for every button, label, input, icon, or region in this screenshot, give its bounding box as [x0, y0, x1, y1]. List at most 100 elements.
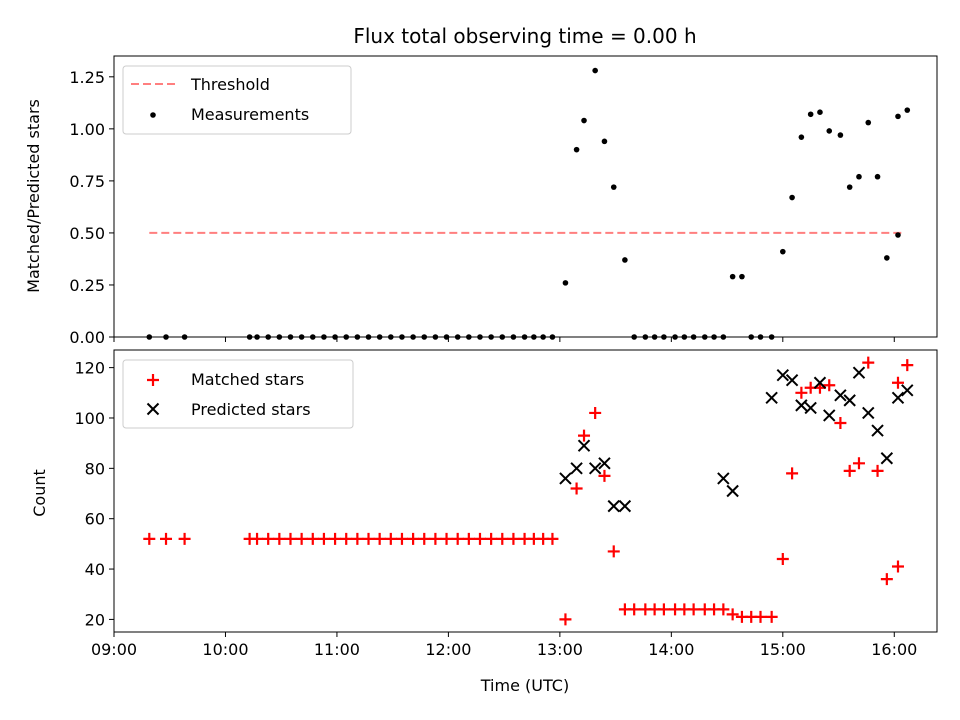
lower-y-tick-label: 120	[74, 359, 105, 378]
matched-star-point	[451, 532, 464, 545]
legend-threshold-label: Threshold	[190, 75, 270, 94]
predicted-star-point	[146, 402, 160, 416]
measurement-point	[592, 67, 598, 74]
matched-star-point	[485, 532, 498, 545]
predicted-star-point	[880, 452, 894, 465]
measurement-point	[573, 146, 580, 153]
predicted-star-point	[607, 499, 620, 513]
measurement-point	[298, 334, 305, 340]
matched-star-point	[429, 532, 442, 545]
matched-star-point	[418, 532, 431, 545]
measurement-point	[826, 128, 833, 134]
matched-star-point	[395, 532, 408, 545]
matched-star-point	[717, 603, 730, 616]
matched-star-point	[607, 545, 620, 558]
matched-star-point	[262, 532, 275, 545]
measurement-point	[421, 334, 428, 340]
matched-star-point	[843, 464, 856, 477]
predicted-star-point	[862, 406, 875, 420]
matched-star-point	[687, 603, 700, 616]
legend-matched-label: Matched stars	[191, 370, 304, 389]
matched-star-point	[871, 464, 884, 477]
measurement-point	[895, 113, 901, 120]
matched-star-point	[462, 532, 475, 545]
matched-star-point	[143, 532, 156, 545]
matched-star-point	[373, 532, 386, 545]
measurement-point	[410, 334, 416, 340]
measurement-point	[146, 334, 153, 340]
predicted-star-point	[618, 499, 632, 513]
matched-star-point	[559, 613, 572, 626]
measurement-point	[376, 334, 383, 340]
measurement-point	[343, 334, 350, 340]
matched-star-point	[862, 356, 875, 369]
measurement-point	[739, 273, 745, 280]
upper-legend: Threshold Measurements	[122, 65, 352, 135]
measurement-point	[748, 334, 755, 340]
matched-star-point	[507, 532, 520, 545]
measurement-point	[399, 334, 405, 340]
measurement-point	[510, 334, 517, 340]
predicted-star-point	[823, 409, 836, 422]
matched-star-point	[147, 374, 159, 386]
predicted-star-point	[804, 401, 817, 415]
measurement-point	[837, 132, 844, 138]
measurement-point	[622, 257, 628, 263]
measurement-point	[789, 194, 795, 201]
matched-star-point	[657, 603, 670, 616]
predicted-star-point	[813, 376, 827, 389]
matched-star-point	[891, 560, 904, 573]
measurement-point	[651, 334, 658, 340]
matched-star-point	[546, 532, 559, 545]
measurement-point	[332, 334, 338, 340]
matched-star-point	[891, 376, 904, 389]
lower-y-tick-label: 100	[74, 409, 105, 428]
measurement-point	[499, 334, 506, 340]
matched-star-point	[317, 532, 330, 545]
matched-star-point	[765, 610, 778, 623]
x-axis-label: Time (UTC)	[480, 676, 569, 695]
upper-y-tick-label: 0.50	[69, 224, 105, 243]
measurement-point	[904, 107, 911, 113]
matched-star-point	[786, 467, 799, 480]
matched-star-point	[496, 532, 509, 545]
measurement-point	[276, 334, 283, 340]
predicted-star-point	[776, 368, 790, 382]
measurement-point	[672, 334, 678, 340]
lower-panel: 09:00 10:00 11:00 12:00 13:00 14:00 15:00 16:00…	[74, 349, 938, 659]
legend-measurement-label: Measurements	[191, 105, 309, 124]
measurement-point	[690, 334, 697, 340]
measurement-point	[768, 334, 775, 340]
predicted-star-point	[726, 484, 739, 498]
measurement-point	[895, 232, 901, 238]
matched-star-point	[589, 406, 602, 419]
measurement-point	[661, 334, 667, 340]
predicted-star-point	[559, 472, 572, 485]
measurement-point	[610, 184, 617, 190]
matched-star-point	[273, 532, 286, 545]
chart-title: Flux total observing time = 0.00 h	[353, 24, 696, 48]
measurement-point	[601, 138, 608, 145]
lower-y-tick-label: 80	[85, 459, 105, 478]
measurement-point	[701, 334, 708, 340]
matched-star-point	[901, 359, 914, 372]
measurement-point	[454, 334, 461, 340]
predicted-star-point	[901, 384, 914, 397]
legend-measurement-swatch	[150, 112, 156, 118]
predicted-star-point	[577, 439, 591, 452]
matched-star-point	[251, 532, 264, 545]
matched-star-point	[795, 386, 808, 399]
measurement-point	[711, 334, 717, 340]
predicted-star-point	[834, 389, 847, 402]
x-tick-label: 15:00	[760, 640, 806, 659]
measurement-point	[246, 334, 253, 340]
measurement-point	[254, 334, 260, 340]
measurement-point	[798, 134, 805, 140]
lower-y-tick-label: 40	[85, 560, 105, 579]
lower-y-axis-label: Count	[30, 469, 49, 517]
measurement-point	[354, 334, 361, 340]
measurement-point	[466, 334, 472, 340]
matched-star-point	[628, 603, 641, 616]
measurement-point	[874, 173, 881, 180]
